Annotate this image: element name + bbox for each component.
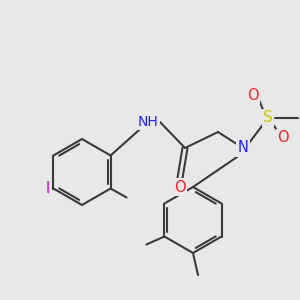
Text: N: N <box>238 140 248 155</box>
Text: S: S <box>263 110 273 125</box>
Text: I: I <box>45 181 50 196</box>
Text: O: O <box>247 88 259 104</box>
Text: NH: NH <box>138 115 158 129</box>
Text: O: O <box>174 179 186 194</box>
Text: O: O <box>277 130 289 146</box>
